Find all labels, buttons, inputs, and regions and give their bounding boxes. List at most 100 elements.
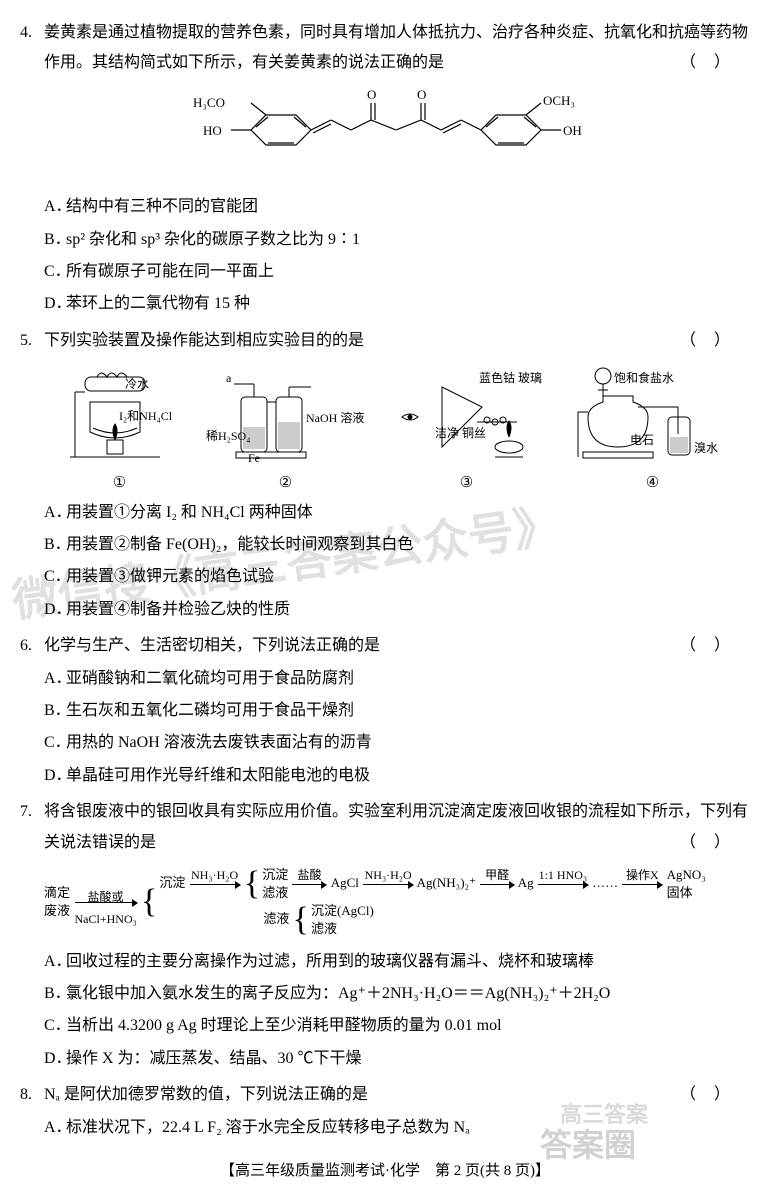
flow-a4t: NH₃·H₂O xyxy=(363,867,413,884)
q5-paren: （） xyxy=(680,326,748,356)
flow-n2: 沉淀 xyxy=(262,867,288,882)
svg-text:Fe: Fe xyxy=(248,451,260,465)
q7-opt-c: C．当析出 4.3200 g Ag 时理论上至少消耗甲醛物质的量为 0.01 m… xyxy=(44,1011,748,1041)
q7-flow: 滴定废液 盐酸或NaCl+HNO₃ {沉淀 NH₃·H₂O {沉淀滤液 盐酸 A… xyxy=(44,866,748,939)
q5-opt-c: C．用装置③做钾元素的焰色试验 xyxy=(44,562,748,592)
fig1-num: ① xyxy=(55,474,185,494)
q6-a-text: 亚硝酸钠和二氧化硫均可用于食品防腐剂 xyxy=(66,670,354,687)
question-7: 7. 将含银废液中的银回收具有实际应用价值。实验室利用沉淀滴定废液回收银的流程如… xyxy=(22,797,748,1074)
svg-text:I₂和NH₄Cl: I₂和NH₄Cl xyxy=(119,409,173,423)
question-5: 5. 下列实验装置及操作能达到相应实验目的的是 （） xyxy=(22,326,748,625)
question-4: 4. 姜黄素是通过植物提取的营养色素，同时具有增加人体抵抗力、治疗各种炎症、抗氧… xyxy=(22,18,748,320)
flow-a5t: 甲醛 xyxy=(480,867,514,884)
q7-opt-b: B．氯化银中加入氨水发生的离子反应为：Ag⁺＋2NH₃·H₂O＝＝Ag(NH₃)… xyxy=(44,979,748,1009)
q6-stem-text: 化学与生产、生活密切相关，下列说法正确的是 xyxy=(44,637,380,654)
flow-n1: 沉淀 xyxy=(159,875,185,890)
q6-b-text: 生石灰和五氧化二磷均可用于食品干燥剂 xyxy=(66,702,354,719)
q5-opt-d: D．用装置④制备并检验乙炔的性质 xyxy=(44,595,748,625)
flow-n5: Ag xyxy=(518,875,534,890)
svg-text:OH: OH xyxy=(563,123,582,138)
q5-d-text: 用装置④制备并检验乙炔的性质 xyxy=(66,601,290,618)
flow-a6t: 1:1 HNO₃ xyxy=(538,867,588,884)
q7-number: 7. xyxy=(20,797,32,827)
q7-opt-d: D．操作 X 为：减压蒸发、结晶、30 ℃下干燥 xyxy=(44,1044,748,1074)
q5-a-text: 用装置①分离 I₂ 和 NH₄Cl 两种固体 xyxy=(66,504,313,521)
q8-opt-a: A．标准状况下，22.4 L F₂ 溶于水完全反应转移电子总数为 Nₐ xyxy=(44,1113,748,1143)
q7-paren: （） xyxy=(680,828,748,858)
flow-n2b: 滤液 xyxy=(262,885,288,900)
flow-a2t: NH₃·H₂O xyxy=(190,867,240,884)
q4-a-text: 结构中有三种不同的官能团 xyxy=(66,198,258,215)
flow-n7b: 固体 xyxy=(667,885,693,900)
flow-n6: …… xyxy=(592,875,618,890)
q5-opt-a: A．用装置①分离 I₂ 和 NH₄Cl 两种固体 xyxy=(44,498,748,528)
svg-text:O: O xyxy=(417,87,426,102)
q7-stem-text: 将含银废液中的银回收具有实际应用价值。实验室利用沉淀滴定废液回收银的流程如下所示… xyxy=(44,803,748,850)
q6-opt-c: C．用热的 NaOH 溶液洗去废铁表面沾有的沥青 xyxy=(44,728,748,758)
q5-number: 5. xyxy=(20,326,32,356)
page-footer: 【高三年级质量监测考试·化学 第 2 页(共 8 页)】 xyxy=(22,1157,748,1186)
q4-stem: 姜黄素是通过植物提取的营养色素，同时具有增加人体抵抗力、治疗各种炎症、抗氧化和抗… xyxy=(44,18,748,79)
svg-text:洁净 铜丝: 洁净 铜丝 xyxy=(435,425,486,440)
q7-b-text: 氯化银中加入氨水发生的离子反应为：Ag⁺＋2NH₃·H₂O＝＝Ag(NH₃)₂⁺… xyxy=(66,985,610,1002)
q6-opt-d: D．单晶硅可用作光导纤维和太阳能电池的电极 xyxy=(44,761,748,791)
q7-opt-a: A．回收过程的主要分离操作为过滤，所用到的玻璃仪器有漏斗、烧杯和玻璃棒 xyxy=(44,947,748,977)
flow-br2: 滤液 xyxy=(311,921,337,936)
q8-a-text: 标准状况下，22.4 L F₂ 溶于水完全反应转移电子总数为 Nₐ xyxy=(66,1119,470,1136)
flow-a3t: 盐酸 xyxy=(292,867,326,884)
flow-start2: 废液 xyxy=(44,903,70,918)
svg-text:稀H₂SO₄: 稀H₂SO₄ xyxy=(206,429,250,443)
q6-opt-a: A．亚硝酸钠和二氧化硫均可用于食品防腐剂 xyxy=(44,664,748,694)
q4-paren: （） xyxy=(680,48,748,78)
flow-n7a: AgNO₃ xyxy=(667,867,706,882)
flow-n3: AgCl xyxy=(331,875,359,890)
question-6: 6. 化学与生产、生活密切相关，下列说法正确的是 （） A．亚硝酸钠和二氧化硫均… xyxy=(22,631,748,791)
svg-text:H₃CO: H₃CO xyxy=(193,95,225,110)
question-8: 8. Nₐ 是阿伏加德罗常数的值，下列说法正确的是 （） A．标准状况下，22.… xyxy=(22,1080,748,1143)
svg-text:HO: HO xyxy=(203,123,222,138)
q6-opt-b: B．生石灰和五氧化二磷均可用于食品干燥剂 xyxy=(44,696,748,726)
q8-paren: （） xyxy=(680,1080,748,1110)
q4-opt-b: B．sp² 杂化和 sp³ 杂化的碳原子数之比为 9∶1 xyxy=(44,225,748,255)
q7-a-text: 回收过程的主要分离操作为过滤，所用到的玻璃仪器有漏斗、烧杯和玻璃棒 xyxy=(66,953,594,970)
fig2-num: ② xyxy=(206,474,366,494)
q8-number: 8. xyxy=(20,1080,32,1110)
q5-opt-b: B．用装置②制备 Fe(OH)₂，能较长时间观察到其白色 xyxy=(44,530,748,560)
svg-text:饱和食盐水: 饱和食盐水 xyxy=(614,370,674,385)
svg-text:a: a xyxy=(226,371,232,385)
q6-c-text: 用热的 NaOH 溶液洗去废铁表面沾有的沥青 xyxy=(66,734,372,751)
fig3-num: ③ xyxy=(387,474,547,494)
svg-text:OCH₃: OCH₃ xyxy=(543,93,575,108)
q7-d-text: 操作 X 为：减压蒸发、结晶、30 ℃下干燥 xyxy=(66,1050,362,1067)
q6-d-text: 单晶硅可用作光导纤维和太阳能电池的电极 xyxy=(66,767,370,784)
q5-figures: 冷水 I₂和NH₄Cl ① xyxy=(44,362,748,494)
svg-text:冷水: 冷水 xyxy=(125,377,149,391)
q8-stem-text: Nₐ 是阿伏加德罗常数的值，下列说法正确的是 xyxy=(44,1086,368,1103)
q4-opt-a: A．结构中有三种不同的官能团 xyxy=(44,192,748,222)
q4-b-text: sp² 杂化和 sp³ 杂化的碳原子数之比为 9∶1 xyxy=(66,231,360,248)
q5-fig2: a 稀H₂SO₄ Fe NaOH 溶液 ② xyxy=(206,362,366,494)
q6-paren: （） xyxy=(680,631,748,661)
svg-text:电石: 电石 xyxy=(630,433,654,447)
q5-fig4: 饱和食盐水 电石 溴水 ④ xyxy=(568,362,738,494)
q4-molecule: H₃CO HO O O OCH₃ OH xyxy=(44,85,748,186)
q4-number: 4. xyxy=(20,18,32,48)
flow-a1b: NaCl+HNO₃ xyxy=(75,907,137,931)
flow-n4: Ag(NH₃)₂⁺ xyxy=(417,875,476,890)
q5-b-text: 用装置②制备 Fe(OH)₂，能较长时间观察到其白色 xyxy=(66,536,413,553)
q4-opt-c: C．所有碳原子可能在同一平面上 xyxy=(44,257,748,287)
q5-fig1: 冷水 I₂和NH₄Cl ① xyxy=(55,362,185,494)
flow-n1b: 滤液 xyxy=(263,911,289,926)
svg-text:O: O xyxy=(367,87,376,102)
q4-opt-d: D．苯环上的二氯代物有 15 种 xyxy=(44,289,748,319)
q7-stem: 将含银废液中的银回收具有实际应用价值。实验室利用沉淀滴定废液回收银的流程如下所示… xyxy=(44,797,748,858)
q8-stem: Nₐ 是阿伏加德罗常数的值，下列说法正确的是 （） xyxy=(44,1080,748,1110)
flow-start1: 滴定 xyxy=(44,885,70,900)
q5-stem: 下列实验装置及操作能达到相应实验目的的是 （） xyxy=(44,326,748,356)
q4-stem-text: 姜黄素是通过植物提取的营养色素，同时具有增加人体抵抗力、治疗各种炎症、抗氧化和抗… xyxy=(44,24,748,71)
q5-stem-text: 下列实验装置及操作能达到相应实验目的的是 xyxy=(44,332,364,349)
q6-stem: 化学与生产、生活密切相关，下列说法正确的是 （） xyxy=(44,631,748,661)
q5-c-text: 用装置③做钾元素的焰色试验 xyxy=(66,568,274,585)
q4-d-text: 苯环上的二氯代物有 15 种 xyxy=(66,295,250,312)
q6-number: 6. xyxy=(20,631,32,661)
